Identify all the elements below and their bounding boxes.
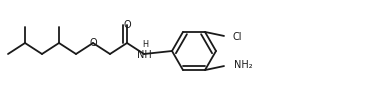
Text: H: H <box>142 39 148 48</box>
Text: NH: NH <box>137 50 151 60</box>
Text: O: O <box>89 38 97 48</box>
Text: NH₂: NH₂ <box>234 60 253 70</box>
Text: O: O <box>123 20 131 30</box>
Text: Cl: Cl <box>233 32 243 42</box>
